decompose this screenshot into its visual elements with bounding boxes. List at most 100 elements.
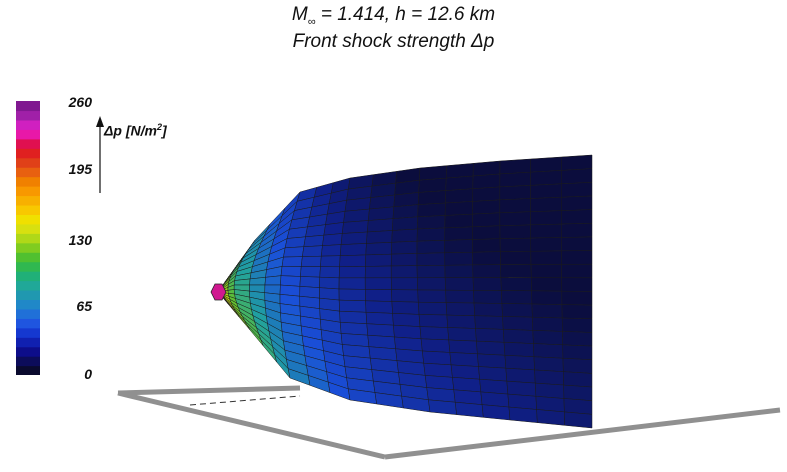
surface-cell [530, 156, 562, 173]
surface-cell [364, 265, 392, 279]
surface-cell [446, 314, 476, 329]
surface-cell [534, 382, 565, 399]
colorbar-band [16, 356, 40, 367]
surface-cell [561, 304, 593, 320]
surface-cell [338, 266, 366, 279]
surface-cell [445, 302, 475, 316]
surface-cell [562, 357, 593, 374]
ground-plane-edge-left [117, 390, 386, 460]
colorbar-tick-130: 130 [68, 232, 92, 248]
surface-cell [393, 324, 422, 340]
colorbar-band [16, 337, 40, 348]
surface-cell [534, 369, 564, 386]
surface-cell [472, 186, 501, 202]
surface-cell [319, 266, 340, 279]
surface-cell [303, 234, 325, 248]
surface-cell [391, 289, 419, 303]
colorbar-band [16, 157, 40, 168]
surface-cell [561, 182, 593, 198]
surface-cell [391, 240, 418, 255]
surface-cell [530, 183, 562, 199]
colorbar-tick-0: 0 [84, 366, 92, 382]
surface-cell [420, 338, 451, 353]
surface-cell [444, 239, 473, 254]
surface-cell [422, 350, 452, 366]
surface-cell [418, 314, 448, 328]
surface-cell [366, 230, 393, 244]
surface-cell [530, 210, 562, 226]
vertical-axis-arrowhead [96, 116, 104, 127]
surface-cell [416, 277, 446, 291]
surface-cell [472, 199, 501, 215]
surface-cell [444, 201, 473, 216]
surface-cell [390, 265, 418, 279]
colorbar-tick-65: 65 [76, 298, 92, 314]
surface-cell [499, 237, 532, 252]
surface-cell [417, 215, 446, 230]
axis-label-pressure: Δp [N/m2] [104, 122, 167, 139]
surface-cell [416, 240, 445, 254]
surface-cell [416, 227, 446, 242]
surface-cell [448, 339, 478, 355]
surface-cell [392, 216, 418, 231]
surface-cell [428, 399, 457, 415]
surface-cell [472, 160, 501, 177]
surface-cell [476, 340, 506, 356]
surface-cell [561, 290, 593, 306]
surface-cell [300, 266, 321, 278]
surface-cell [478, 366, 508, 382]
surface-cell [499, 171, 531, 188]
surface-cell [472, 251, 501, 266]
colorbar-band [16, 223, 40, 234]
ground-plane-edge-back [117, 385, 301, 396]
colorbar-band [16, 101, 40, 112]
surface-cell [450, 364, 480, 380]
surface-cell [504, 354, 535, 371]
colorbar-band [16, 129, 40, 140]
colorbar [16, 101, 40, 375]
surface-cell [562, 331, 593, 347]
axis-label-tail: ] [161, 122, 167, 139]
surface-cell [299, 276, 321, 288]
surface-cell [320, 244, 342, 257]
surface-cell [364, 277, 392, 290]
surface-cell [530, 264, 562, 279]
surface-cell [472, 238, 501, 253]
surface-cell [472, 225, 501, 240]
surface-cell [561, 263, 593, 279]
surface-cell [530, 250, 562, 265]
axis-label-text: Δp [N/m [104, 122, 157, 139]
flight-conditions: = 1.414, h = 12.6 km [315, 4, 496, 25]
surface-cell [447, 327, 477, 342]
surface-cell [418, 177, 447, 193]
surface-cell [472, 212, 501, 228]
surface-cell [366, 323, 395, 338]
surface-cell [530, 223, 562, 239]
surface-cell [499, 224, 531, 239]
colorbar-band [16, 318, 40, 329]
surface-cell [339, 310, 368, 324]
surface-cell [419, 326, 449, 341]
surface-cell [343, 208, 370, 223]
surface-cell [445, 163, 474, 179]
surface-cell [561, 250, 593, 265]
surface-cell [530, 237, 562, 252]
surface-cell [445, 175, 474, 191]
surface-cell [283, 246, 305, 258]
chart-title-line2: Front shock strength Δp [292, 31, 495, 52]
surface-cell [449, 352, 479, 367]
colorbar-band [16, 119, 40, 130]
surface-cell [322, 233, 343, 246]
surface-cell [561, 222, 593, 238]
surface-cell [502, 329, 534, 344]
surface-cell [505, 367, 536, 384]
colorbar-band [16, 186, 40, 197]
surface-cell [454, 401, 484, 418]
surface-cell [417, 202, 446, 218]
surface-cell [341, 220, 369, 234]
surface-cell [302, 245, 323, 257]
colorbar-band [16, 148, 40, 159]
surface-cell [530, 277, 563, 292]
surface-cell [391, 228, 418, 243]
